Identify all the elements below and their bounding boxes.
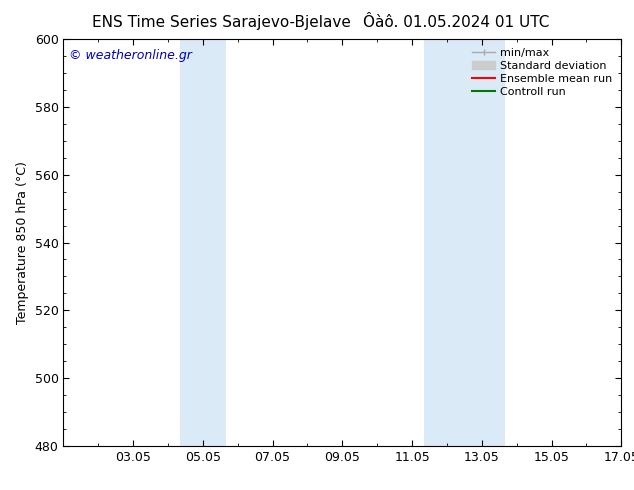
Text: Ôàô. 01.05.2024 01 UTC: Ôàô. 01.05.2024 01 UTC (363, 15, 550, 30)
Legend: min/max, Standard deviation, Ensemble mean run, Controll run: min/max, Standard deviation, Ensemble me… (469, 45, 616, 100)
Text: ENS Time Series Sarajevo-Bjelave: ENS Time Series Sarajevo-Bjelave (93, 15, 351, 30)
Bar (179, 39, 226, 446)
Y-axis label: Temperature 850 hPa (°C): Temperature 850 hPa (°C) (16, 161, 29, 324)
Text: © weatheronline.gr: © weatheronline.gr (69, 49, 192, 62)
Bar (424, 39, 505, 446)
